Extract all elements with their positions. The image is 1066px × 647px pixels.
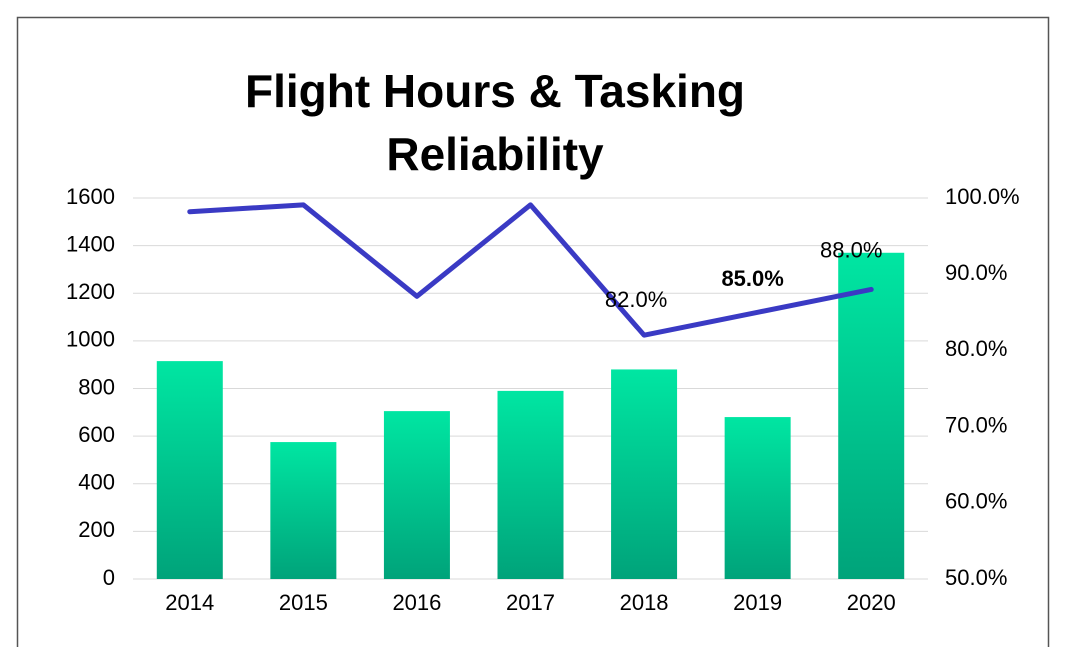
y-tick-label: 400: [78, 470, 115, 495]
bar: [383, 411, 450, 579]
x-tick-label: 2020: [847, 590, 896, 615]
data-label: 85.0%: [721, 266, 783, 291]
x-tick-label: 2014: [165, 590, 214, 615]
y2-tick-label: 50.0%: [945, 565, 1007, 590]
bar: [156, 361, 223, 579]
bar: [611, 369, 678, 579]
x-tick-label: 2019: [733, 590, 782, 615]
y-tick-label: 0: [103, 565, 115, 590]
y-tick-label: 200: [78, 517, 115, 542]
y2-tick-label: 60.0%: [945, 489, 1007, 514]
chart-title: Flight Hours & Tasking: [245, 65, 745, 117]
y2-tick-label: 70.0%: [945, 412, 1007, 437]
y-tick-label: 1400: [66, 231, 115, 256]
bar: [270, 442, 337, 579]
chart-title: Reliability: [386, 128, 604, 180]
bar: [497, 390, 564, 579]
x-tick-label: 2015: [279, 590, 328, 615]
y-tick-label: 1200: [66, 279, 115, 304]
x-tick-label: 2016: [392, 590, 441, 615]
y-tick-label: 600: [78, 422, 115, 447]
bar: [838, 252, 905, 580]
line: [187, 202, 874, 338]
y-tick-label: 800: [78, 374, 115, 399]
bar: [724, 417, 791, 579]
y-tick-label: 1600: [66, 184, 115, 209]
y2-tick-label: 100.0%: [945, 184, 1020, 209]
x-tick-label: 2018: [620, 590, 669, 615]
y-tick-label: 1000: [66, 327, 115, 352]
data-label: 82.0%: [605, 287, 667, 312]
y2-tick-label: 90.0%: [945, 260, 1007, 285]
y2-tick-label: 80.0%: [945, 336, 1007, 361]
data-label: 88.0%: [820, 237, 882, 262]
x-tick-label: 2017: [506, 590, 555, 615]
